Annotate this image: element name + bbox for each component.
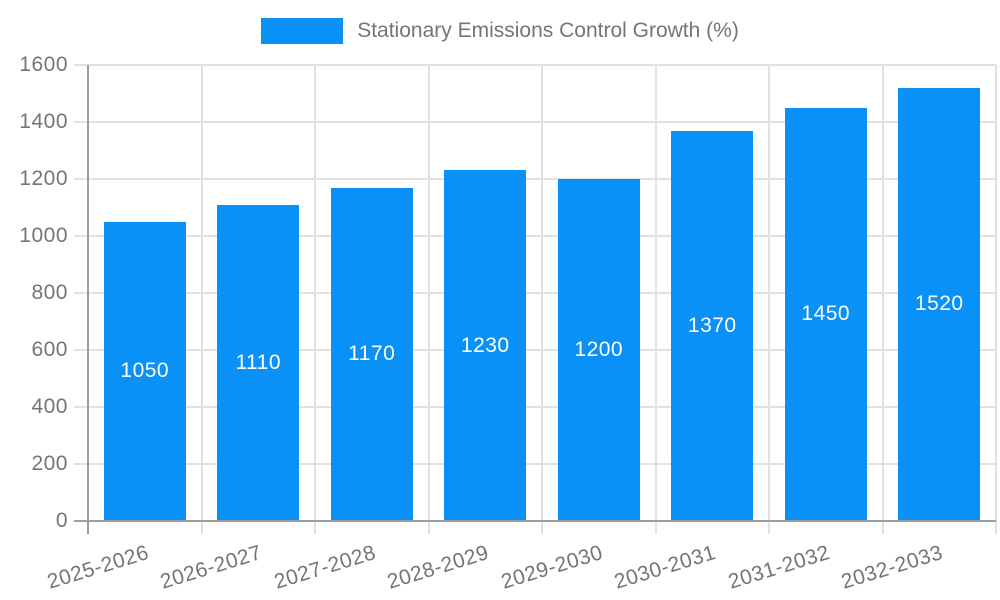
x-gridline [768, 65, 770, 534]
legend: Stationary Emissions Control Growth (%) [0, 18, 1000, 44]
y-gridline [74, 292, 996, 294]
y-tick-label: 600 [31, 338, 68, 361]
y-tick-label: 1000 [19, 224, 68, 247]
x-tick-label: 2026-2027 [157, 541, 265, 594]
legend-swatch[interactable] [261, 18, 344, 44]
y-gridline [74, 121, 996, 123]
y-tick-label: 0 [55, 509, 68, 532]
bar-value-label: 1450 [801, 302, 851, 326]
bar-value-label: 1110 [235, 350, 282, 374]
legend-label: Stationary Emissions Control Growth (%) [357, 19, 739, 42]
x-tick-label: 2028-2029 [384, 541, 492, 594]
y-gridline [74, 349, 996, 351]
y-tick-label: 1600 [19, 53, 68, 76]
y-gridline [74, 463, 996, 465]
y-gridline [74, 406, 996, 408]
x-tick-label: 2030-2031 [611, 541, 719, 594]
bar[interactable] [444, 170, 527, 521]
x-gridline [314, 65, 316, 534]
x-gridline [654, 65, 657, 534]
bar[interactable] [330, 187, 413, 521]
bar-value-label: 1230 [460, 333, 510, 357]
x-gridline [995, 65, 997, 534]
bar[interactable] [784, 107, 867, 521]
y-tick-label: 1400 [19, 110, 68, 133]
bar[interactable] [557, 179, 640, 521]
x-tick-label: 2032-2033 [838, 541, 946, 594]
x-gridline [541, 65, 543, 534]
bar[interactable] [103, 221, 186, 521]
y-tick-label: 800 [31, 281, 68, 304]
bar[interactable] [898, 87, 981, 521]
y-gridline [74, 64, 996, 66]
x-axis-line [74, 520, 996, 522]
y-tick-label: 400 [31, 395, 68, 418]
x-tick-label: 2031-2032 [725, 541, 833, 594]
x-gridline [200, 65, 203, 534]
bar-value-label: 1370 [687, 313, 737, 337]
bar-value-label: 1170 [348, 342, 396, 366]
x-tick-label: 2027-2028 [271, 541, 379, 594]
x-tick-label: 2025-2026 [44, 541, 152, 594]
bar-value-label: 1520 [914, 292, 964, 316]
y-gridline [74, 178, 996, 180]
y-gridline [74, 235, 996, 237]
x-gridline [427, 65, 430, 534]
y-tick-label: 1200 [19, 167, 68, 190]
x-tick-label: 2029-2030 [498, 541, 606, 594]
bar-value-label: 1200 [574, 338, 624, 361]
x-gridline [881, 65, 884, 534]
bar[interactable] [671, 130, 754, 521]
bar[interactable] [217, 204, 300, 521]
y-axis-line [87, 65, 89, 534]
bar-value-label: 1050 [120, 359, 170, 383]
y-tick-label: 200 [31, 452, 68, 475]
